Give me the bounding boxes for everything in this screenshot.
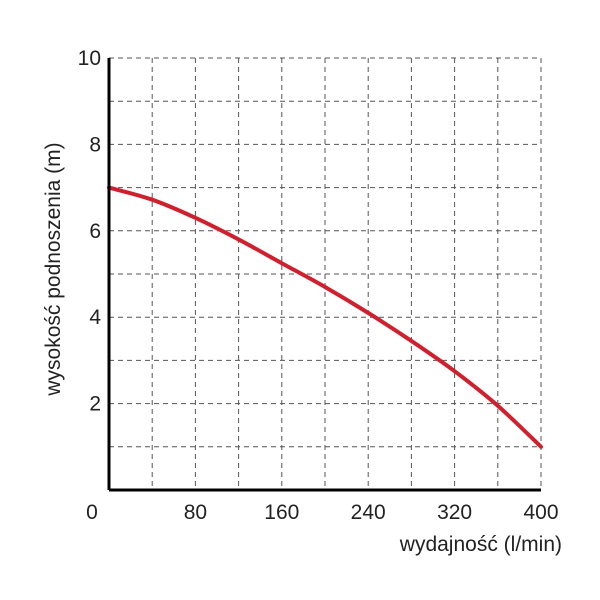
x-tick-label: 160 <box>264 501 299 524</box>
head-flow-curve <box>107 185 543 449</box>
grid <box>109 57 542 490</box>
y-tick-label: 2 <box>89 393 101 416</box>
y-tick-label: 8 <box>89 133 101 156</box>
x-tick-labels: 0 80 160 240 320 400 <box>86 501 558 524</box>
y-tick-label: 6 <box>89 220 101 243</box>
x-tick-label: 80 <box>184 501 207 524</box>
y-tick-label: 10 <box>78 47 101 70</box>
x-tick-label: 400 <box>523 501 558 524</box>
x-tick-label: 240 <box>351 501 386 524</box>
y-tick-label: 4 <box>89 306 101 329</box>
y-tick-labels: 2 4 6 8 10 <box>78 47 102 416</box>
x-axis-label: wydajność (l/min) <box>399 533 562 556</box>
x-tick-label: 320 <box>437 501 472 524</box>
x-tick-label: 0 <box>86 501 98 524</box>
y-axis-label: wysokość podnoszenia (m) <box>42 142 65 396</box>
